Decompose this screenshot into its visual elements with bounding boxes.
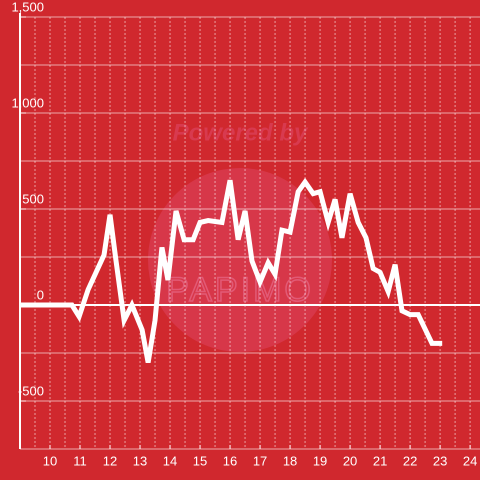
y-tick-label: 1,500 [11,0,44,14]
x-tick-label: 18 [283,453,297,468]
x-tick-label: 22 [403,453,417,468]
y-tick-label: 500 [22,191,44,206]
y-tick-label: 0 [37,287,44,302]
y-tick-label: -500 [18,383,44,398]
watermark-text: Powered by [173,119,309,146]
x-tick-label: 24 [463,453,477,468]
watermark-circle [148,168,332,352]
watermark-logo: PAPIMO [166,271,314,309]
x-tick-label: 23 [433,453,447,468]
x-tick-label: 10 [43,453,57,468]
x-tick-label: 21 [373,453,387,468]
data-line [20,177,443,364]
x-tick-label: 12 [103,453,117,468]
x-tick-label: 13 [133,453,147,468]
x-tick-label: 16 [223,453,237,468]
x-tick-label: 14 [163,453,177,468]
x-tick-label: 11 [73,453,87,468]
x-tick-label: 19 [313,453,327,468]
x-tick-label: 15 [193,453,207,468]
x-tick-label: 17 [253,453,267,468]
x-tick-label: 20 [343,453,357,468]
y-tick-label: 1,000 [11,95,44,110]
